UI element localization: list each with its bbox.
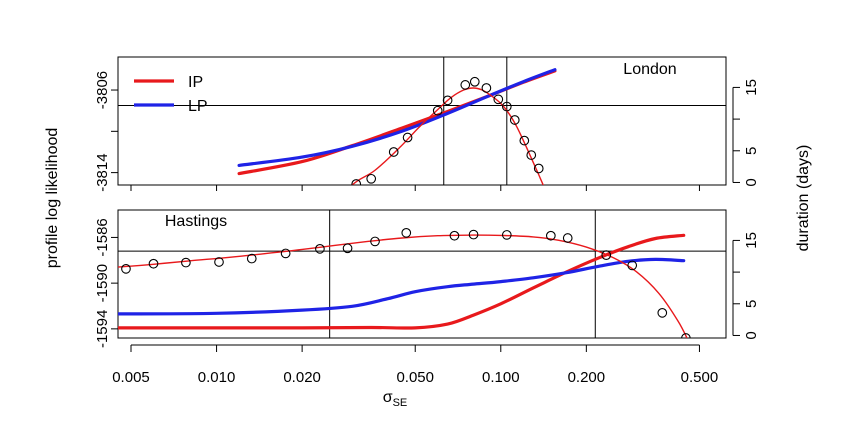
series-line-lp <box>237 68 557 167</box>
profile-point <box>460 80 471 90</box>
x-tick-label: 0.200 <box>568 369 606 386</box>
profile-point <box>214 257 224 267</box>
profile-point <box>601 250 612 260</box>
profile-point <box>562 233 573 243</box>
profile-point <box>181 257 191 268</box>
profile-point <box>681 333 691 338</box>
profile-point <box>432 105 443 116</box>
plot-frame <box>117 209 727 339</box>
left-tick-label: -1594 <box>94 310 111 348</box>
profile-point <box>493 94 504 105</box>
profile-point <box>351 179 362 185</box>
profile-point <box>342 243 353 254</box>
profile-point <box>370 236 380 247</box>
profile-point <box>481 83 492 93</box>
profile-point <box>501 230 512 240</box>
right-tick-label: 5 <box>743 300 760 308</box>
right-tick-label: 0 <box>743 331 760 339</box>
profile-point <box>468 229 479 240</box>
profile-point <box>501 101 512 112</box>
profile-fit-curve <box>118 234 688 338</box>
profile-point <box>388 147 399 157</box>
left-tick-label: -1590 <box>94 264 111 302</box>
panel-annotation: Hastings <box>165 213 227 230</box>
panel-hastings: -1594 -1590 -1586 0 5 15 Hastings <box>94 209 760 352</box>
profile-point <box>121 264 131 274</box>
profile-point <box>545 230 556 241</box>
legend-label-ip: IP <box>188 74 203 91</box>
plot-frame <box>117 56 727 186</box>
x-tick-label: 0.005 <box>112 369 150 386</box>
profile-point <box>627 260 638 271</box>
x-tick-label: 0.500 <box>681 369 719 386</box>
x-tick-label: 0.010 <box>198 369 236 386</box>
profile-point <box>315 244 325 254</box>
y-axis-label-left: profile log likelihood <box>44 128 61 269</box>
x-axis: 0.005 0.010 0.020 0.050 0.100 0.200 0.500 <box>112 369 718 386</box>
right-tick-label: 5 <box>743 147 760 155</box>
left-tick-label: -3814 <box>94 153 111 191</box>
x-tick-label: 0.100 <box>482 369 520 386</box>
profile-point <box>246 253 257 264</box>
series-line-ip <box>118 233 686 330</box>
right-tick-label: 0 <box>743 178 760 186</box>
profile-point <box>469 76 480 87</box>
panel-london: -3814 -3806 0 5 15 London IP LP <box>94 56 760 192</box>
x-axis-label: σSE <box>383 389 408 409</box>
x-tick-label: 0.020 <box>283 369 321 386</box>
profile-point <box>533 163 544 174</box>
series-line-lp <box>118 257 686 316</box>
right-tick-label: 15 <box>743 79 760 96</box>
left-tick-label: -1586 <box>94 218 111 256</box>
left-tick-label: -3806 <box>94 71 111 109</box>
profile-point <box>657 308 668 318</box>
profile-point <box>402 132 413 143</box>
profile-point <box>280 248 291 259</box>
right-tick-label: 15 <box>743 232 760 249</box>
y-axis-label-right: duration (days) <box>795 145 812 252</box>
profile-point <box>366 173 377 184</box>
profile-point <box>148 258 159 269</box>
profile-point <box>442 95 453 106</box>
profile-point <box>509 115 520 125</box>
profile-point <box>449 230 460 241</box>
panel-annotation: London <box>623 61 676 78</box>
profile-point <box>519 135 530 146</box>
x-tick-label: 0.050 <box>396 369 434 386</box>
legend-label-lp: LP <box>188 98 208 115</box>
legend: IP LP <box>134 74 208 115</box>
profile-point <box>401 228 412 238</box>
profile-point <box>526 150 537 160</box>
